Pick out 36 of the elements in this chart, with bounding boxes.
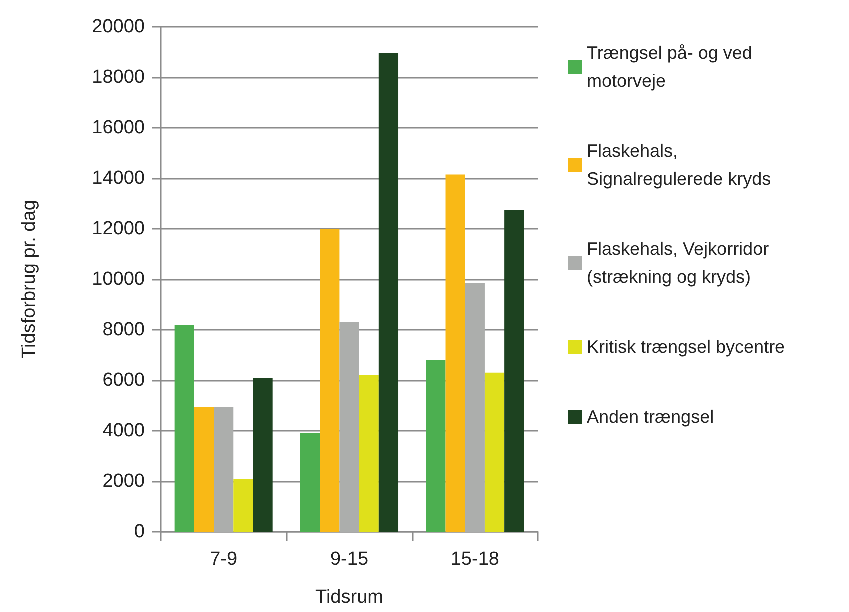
y-tick-label: 0 [134, 522, 145, 542]
legend-label: Kritisk trængsel bycentre [587, 337, 786, 357]
y-tick-label: 8000 [102, 320, 145, 340]
y-tick-label: 10000 [92, 269, 145, 290]
bar [504, 210, 524, 532]
y-tick-label: 14000 [92, 168, 145, 189]
legend-label: Anden trængsel [587, 407, 714, 427]
y-tick-label: 16000 [92, 118, 145, 138]
bar [484, 372, 505, 532]
x-tick-label: 9-15 [330, 549, 369, 570]
x-tick-label: 7-9 [210, 549, 238, 570]
bar [214, 407, 234, 532]
y-tick-label: 18000 [92, 67, 145, 88]
y-tick-label: 6000 [102, 370, 145, 391]
bar [359, 375, 379, 532]
y-tick-label: 2000 [102, 471, 145, 492]
legend-label: Flaskehals, Signalregulerede kryds [587, 141, 772, 189]
bar [340, 322, 360, 532]
x-tick-label: 15-18 [450, 549, 500, 570]
bar [194, 407, 214, 532]
bar [174, 324, 194, 532]
y-axis-title: Tidsforbrug pr. dag [19, 200, 40, 359]
y-tick-label: 20000 [92, 16, 145, 38]
bar [446, 174, 466, 532]
x-axis-title: Tidsrum [316, 587, 384, 608]
y-tick-label: 12000 [92, 218, 145, 240]
bar [465, 283, 485, 532]
bar [253, 378, 273, 532]
bar [426, 360, 446, 532]
bar [378, 54, 399, 532]
bar [320, 229, 340, 532]
bar [300, 434, 320, 532]
bar [234, 478, 254, 532]
y-tick-label: 4000 [102, 420, 145, 442]
legend-label: Trængsel på- og ved motorveje [587, 43, 758, 91]
legend-label: Flaskehals, Vejkorridor (strækning og kryds) [587, 239, 774, 287]
